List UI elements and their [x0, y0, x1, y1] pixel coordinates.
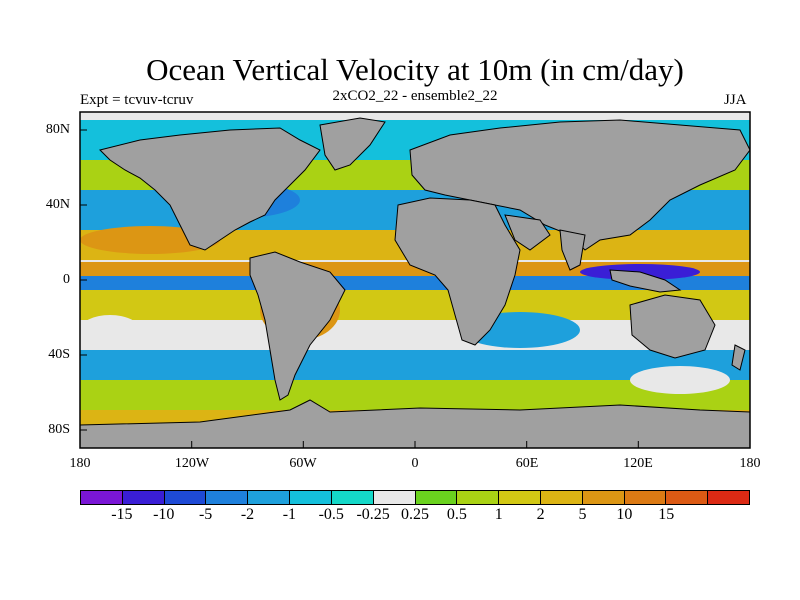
land-africa [394, 197, 521, 346]
season-label: JJA [724, 92, 747, 108]
map-title: Ocean Vertical Velocity at 10m (in cm/da… [146, 52, 684, 87]
land-new-zealand [731, 344, 746, 371]
land-south-america [249, 251, 346, 401]
colorbar-swatch [582, 491, 625, 504]
run-label: 2xCO2_22 - ensemble2_22 [332, 88, 498, 104]
lat-label-40n: 40N [45, 197, 70, 212]
colorbar-label: -2 [240, 506, 255, 523]
land-indonesia [609, 269, 682, 293]
colorbar-swatch [331, 491, 374, 504]
colorbar-swatch [666, 491, 709, 504]
colorbar-label: -0.25 [356, 506, 390, 523]
experiment-label: Expt = tcvuv-tcruv [80, 92, 194, 108]
colorbar-swatch [373, 491, 416, 504]
land-antarctica [80, 399, 750, 448]
colorbar-label: -5 [198, 506, 213, 523]
colorbar-label: 5 [578, 506, 587, 523]
colorbar-label: 0.25 [401, 506, 429, 523]
colorbar-label: -15 [111, 506, 133, 523]
land-greenland [319, 117, 386, 171]
colorbar-swatch [164, 491, 207, 504]
land-north-america [99, 127, 321, 251]
colorbar [80, 490, 750, 505]
land-australia [629, 294, 716, 359]
land-eurasia [409, 119, 750, 251]
lon-label-120w: 120W [174, 456, 210, 471]
colorbar-swatch [415, 491, 458, 504]
ocean-patch [630, 366, 730, 394]
colorbar-swatch [457, 491, 500, 504]
colorbar-label: -10 [153, 506, 175, 523]
land-arabia [504, 214, 551, 251]
land-india [559, 229, 586, 271]
colorbar-swatch [248, 491, 291, 504]
colorbar-label: -1 [282, 506, 297, 523]
lon-label-120e: 120E [623, 456, 653, 471]
lat-label-80n: 80N [45, 122, 70, 137]
lon-label-180w: 180 [69, 456, 91, 471]
colorbar-label: 1 [494, 506, 503, 523]
colorbar-swatch [122, 491, 165, 504]
lon-label-180e: 180 [739, 456, 761, 471]
lat-label-40s: 40S [48, 347, 70, 362]
colorbar-swatch [708, 491, 749, 504]
lat-label-80s: 80S [48, 422, 70, 437]
colorbar-label: 15 [658, 506, 675, 523]
lon-label-0: 0 [411, 456, 419, 471]
ocean-band [80, 276, 750, 290]
colorbar-label: 2 [536, 506, 545, 523]
lon-label-60e: 60E [515, 456, 539, 471]
ocean-patch [80, 315, 140, 345]
colorbar-label: 0.5 [446, 506, 467, 523]
colorbar-swatch [540, 491, 583, 504]
colorbar-swatch [624, 491, 667, 504]
lon-label-60w: 60W [289, 456, 317, 471]
colorbar-swatch [499, 491, 541, 504]
colorbar-swatch [81, 491, 123, 504]
colorbar-swatch [290, 491, 332, 504]
lat-label-0: 0 [63, 272, 70, 287]
colorbar-swatch [206, 491, 249, 504]
colorbar-label: -0.5 [318, 506, 344, 523]
colorbar-label: 10 [616, 506, 633, 523]
